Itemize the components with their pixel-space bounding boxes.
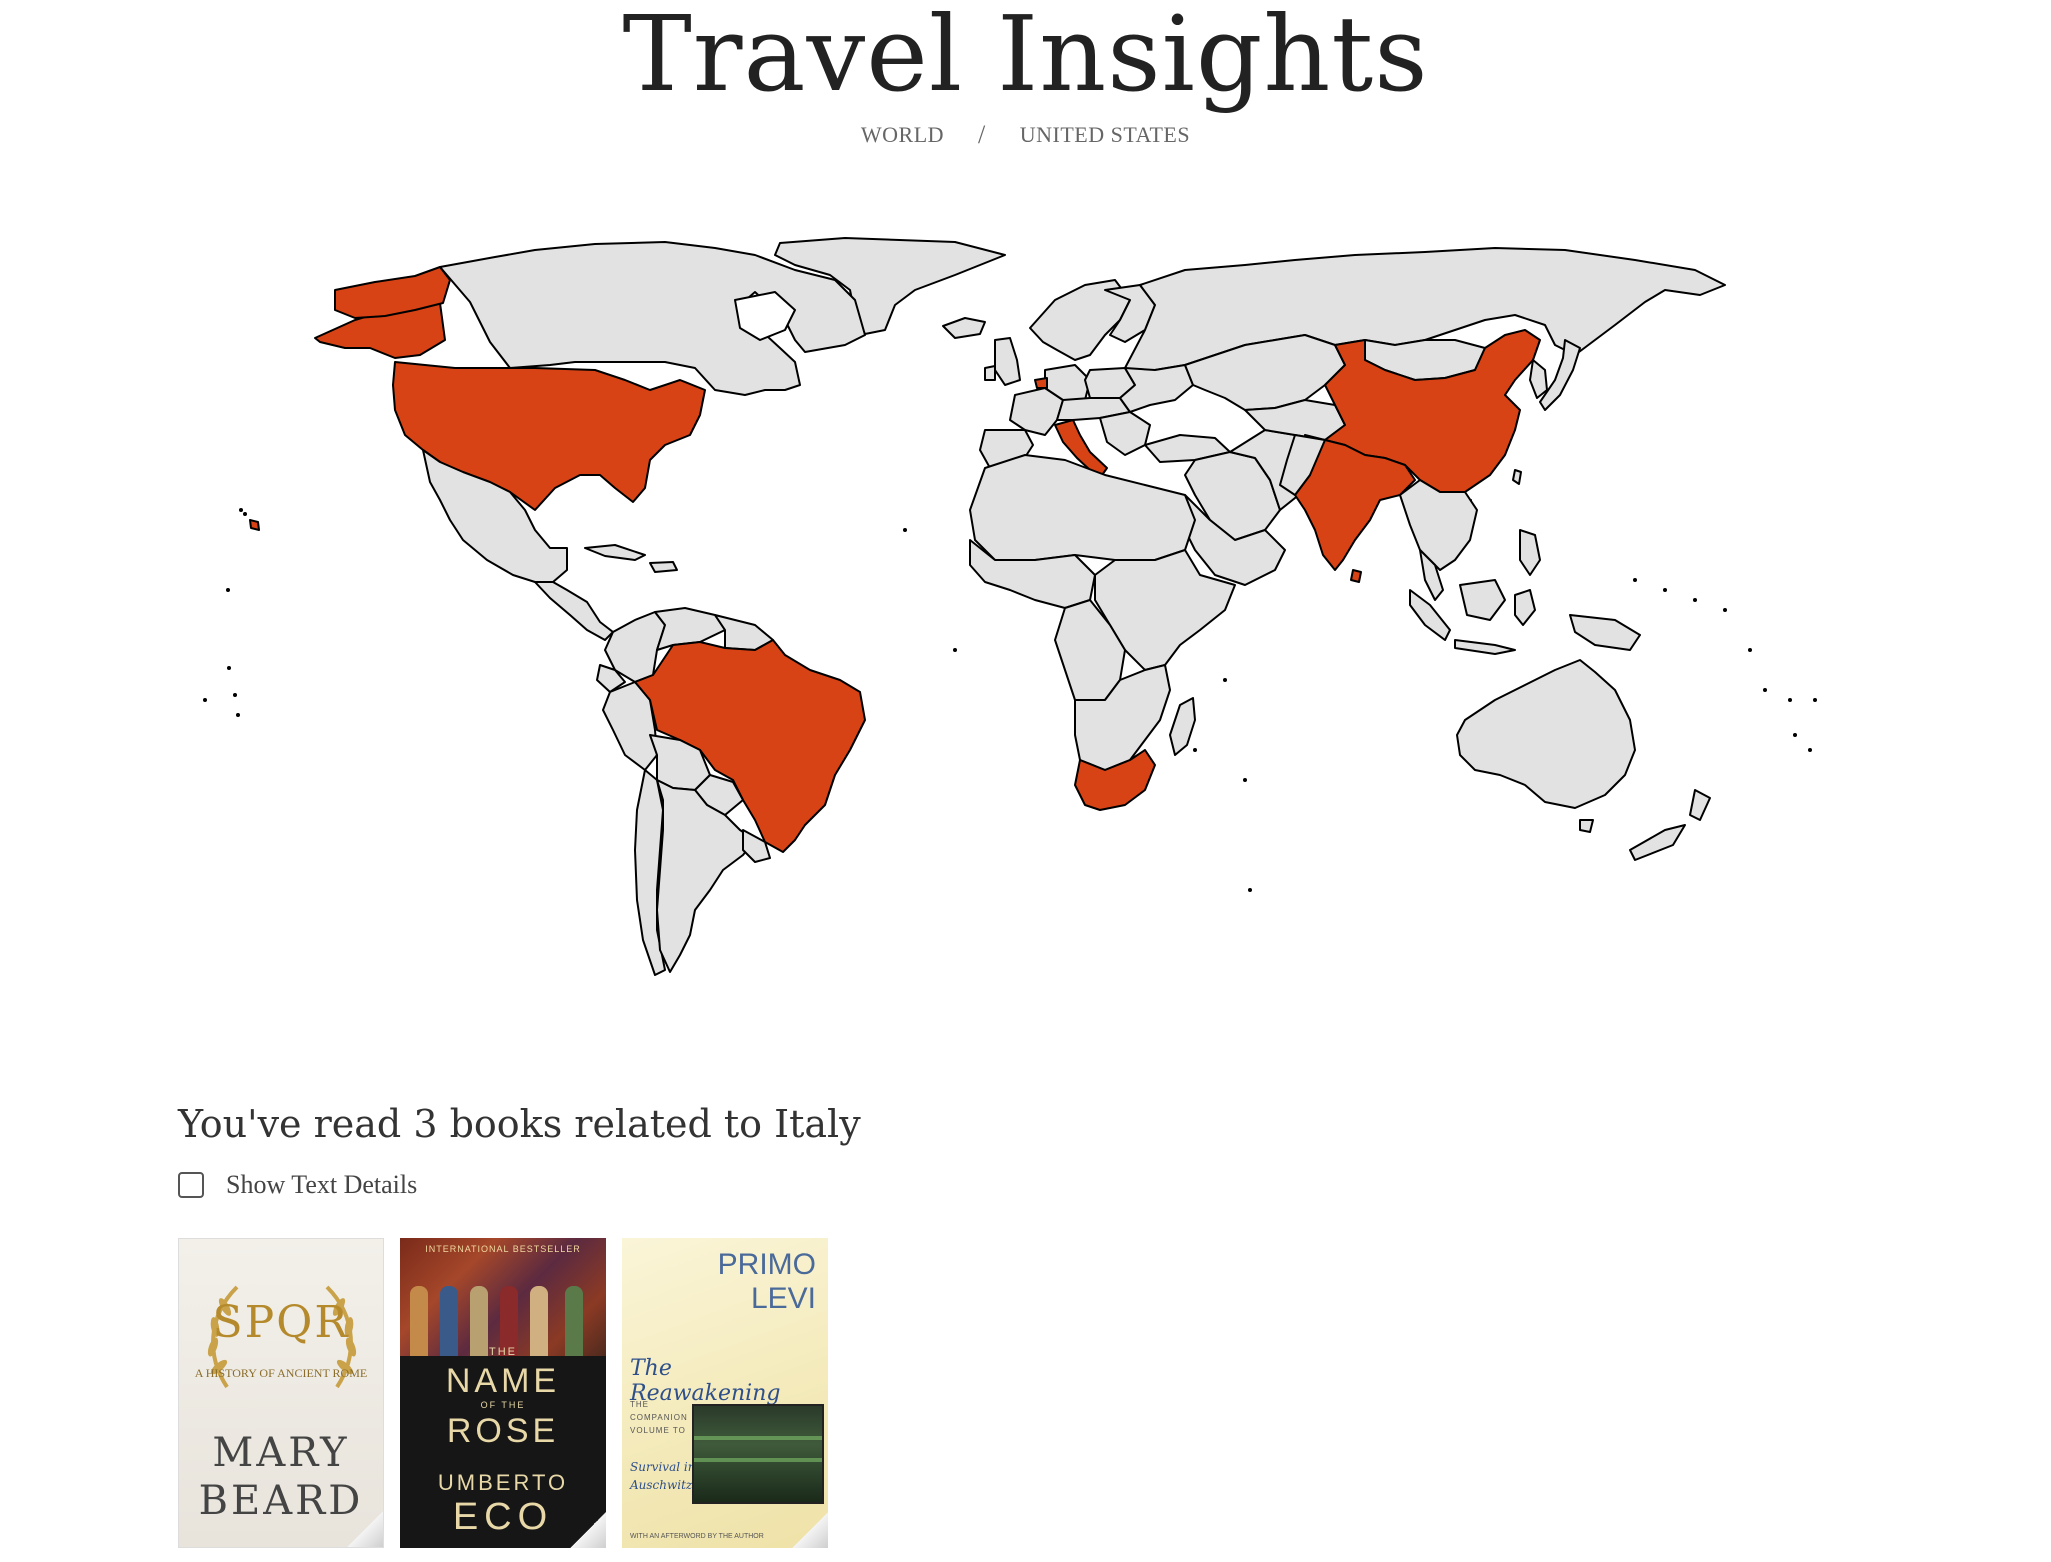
cover-title-rose: ROSE	[446, 1412, 560, 1450]
show-text-details-row: Show Text Details	[178, 1170, 417, 1200]
cover-photo	[692, 1404, 824, 1504]
country-japan[interactable]	[1539, 339, 1581, 411]
country-mexico[interactable]	[422, 449, 568, 583]
country-united-kingdom[interactable]	[994, 337, 1021, 386]
country-sulawesi[interactable]	[1514, 589, 1536, 626]
cover-author-first: UMBERTO	[437, 1470, 569, 1495]
country-australia[interactable]	[1456, 659, 1636, 809]
country-sumatra[interactable]	[1409, 589, 1451, 641]
country-south-africa[interactable]	[1074, 749, 1156, 811]
country-cuba[interactable]	[584, 544, 646, 561]
country-new-zealand-south[interactable]	[1629, 824, 1686, 861]
show-text-details-checkbox[interactable]	[178, 1172, 204, 1198]
cover-author-last: BEARD	[198, 1478, 364, 1524]
country-ireland[interactable]	[984, 365, 996, 381]
country-central-america[interactable]	[534, 581, 614, 641]
world-map	[195, 230, 1875, 990]
country-new-zealand-north[interactable]	[1689, 789, 1711, 821]
alaska-west-coast[interactable]	[334, 266, 451, 319]
country-italy[interactable]	[1054, 419, 1108, 479]
country-tasmania[interactable]	[1579, 819, 1594, 833]
world-map-svg	[203, 237, 1817, 976]
country-ukraine[interactable]	[1119, 364, 1194, 413]
page-curl-icon	[347, 1511, 383, 1547]
cover-subtitle-2: Survival in Auschwitz	[630, 1458, 695, 1494]
country-belgium-netherlands[interactable]	[1034, 377, 1048, 389]
show-text-details-label[interactable]: Show Text Details	[226, 1170, 418, 1199]
country-java[interactable]	[1454, 639, 1516, 655]
cover-subtitle: THE COMPANION VOLUME TO	[630, 1400, 688, 1435]
cover-author-last: ECO	[452, 1496, 554, 1538]
cover-subtitle-2-line-1: Survival in	[630, 1460, 696, 1474]
cover-banner: INTERNATIONAL BESTSELLER	[425, 1244, 581, 1254]
book-cover-name-of-the-rose[interactable]: INTERNATIONAL BESTSELLER THE NAME OF THE…	[400, 1238, 606, 1548]
book-cover-spqr[interactable]: SPQR A HISTORY OF ANCIENT ROME MARY BEAR…	[178, 1238, 384, 1548]
country-colombia[interactable]	[604, 611, 666, 683]
country-argentina[interactable]	[656, 779, 756, 973]
country-southeast-asia[interactable]	[1399, 479, 1478, 571]
cover-subtitle-2-line-2: Auschwitz	[630, 1478, 693, 1492]
book-cover-the-reawakening[interactable]: PRIMO LEVI The Reawakening THE COMPANION…	[622, 1238, 828, 1548]
country-pakistan[interactable]	[1279, 434, 1326, 496]
country-balkans[interactable]	[1099, 411, 1151, 456]
country-new-guinea[interactable]	[1569, 614, 1641, 651]
cover-artwork	[400, 1238, 606, 1356]
cover-title-of-the: OF THE	[480, 1400, 526, 1410]
book-covers-list: SPQR A HISTORY OF ANCIENT ROME MARY BEAR…	[178, 1238, 828, 1548]
page-title: Travel Insights	[622, 0, 1429, 115]
country-saudi-arabia[interactable]	[1179, 494, 1286, 586]
hudson-bay-outline	[734, 291, 796, 341]
breadcrumb: WORLD / UNITED STATES	[0, 120, 2051, 150]
books-heading: You've read 3 books related to Italy	[178, 1102, 861, 1146]
country-hawaii[interactable]	[249, 519, 260, 531]
country-iceland[interactable]	[942, 317, 986, 339]
country-malay-peninsula[interactable]	[1419, 549, 1444, 601]
country-uruguay[interactable]	[742, 829, 771, 863]
page-curl-icon	[570, 1512, 606, 1548]
country-east-africa[interactable]	[1094, 549, 1236, 671]
cover-title: The Reawakening	[630, 1356, 781, 1406]
country-greenland[interactable]	[774, 237, 1006, 335]
country-borneo[interactable]	[1459, 579, 1506, 621]
country-scandinavia[interactable]	[1029, 279, 1131, 361]
country-brazil[interactable]	[634, 639, 866, 853]
cover-author-last: LEVI	[750, 1282, 816, 1315]
breadcrumb-united-states-link[interactable]: UNITED STATES	[1019, 122, 1191, 147]
cover-title: SPQR	[212, 1297, 350, 1348]
laurel-wreath-icon	[207, 1285, 357, 1389]
country-north-africa[interactable]	[969, 454, 1196, 561]
breadcrumb-world-link[interactable]: WORLD	[860, 122, 945, 147]
breadcrumb-separator: /	[978, 120, 986, 149]
country-ecuador[interactable]	[596, 664, 626, 693]
cover-subtitle: A HISTORY OF ANCIENT ROME	[194, 1366, 368, 1380]
country-korea[interactable]	[1529, 359, 1548, 399]
country-hispaniola[interactable]	[649, 561, 678, 573]
cover-title-the: THE	[489, 1346, 517, 1358]
country-philippines[interactable]	[1519, 529, 1541, 576]
page-curl-icon	[792, 1512, 828, 1548]
cover-author-first: PRIMO	[717, 1248, 816, 1281]
cover-footer: WITH AN AFTERWORD BY THE AUTHOR	[630, 1533, 764, 1540]
cover-title-name: NAME	[445, 1362, 561, 1400]
country-taiwan[interactable]	[1512, 469, 1522, 485]
cover-author: PRIMO LEVI	[718, 1248, 816, 1316]
cover-author: MARY BEARD	[179, 1429, 383, 1525]
country-madagascar[interactable]	[1169, 697, 1196, 756]
country-sri-lanka[interactable]	[1350, 569, 1362, 583]
country-india[interactable]	[1294, 434, 1416, 571]
cover-author-first: MARY	[212, 1430, 350, 1476]
